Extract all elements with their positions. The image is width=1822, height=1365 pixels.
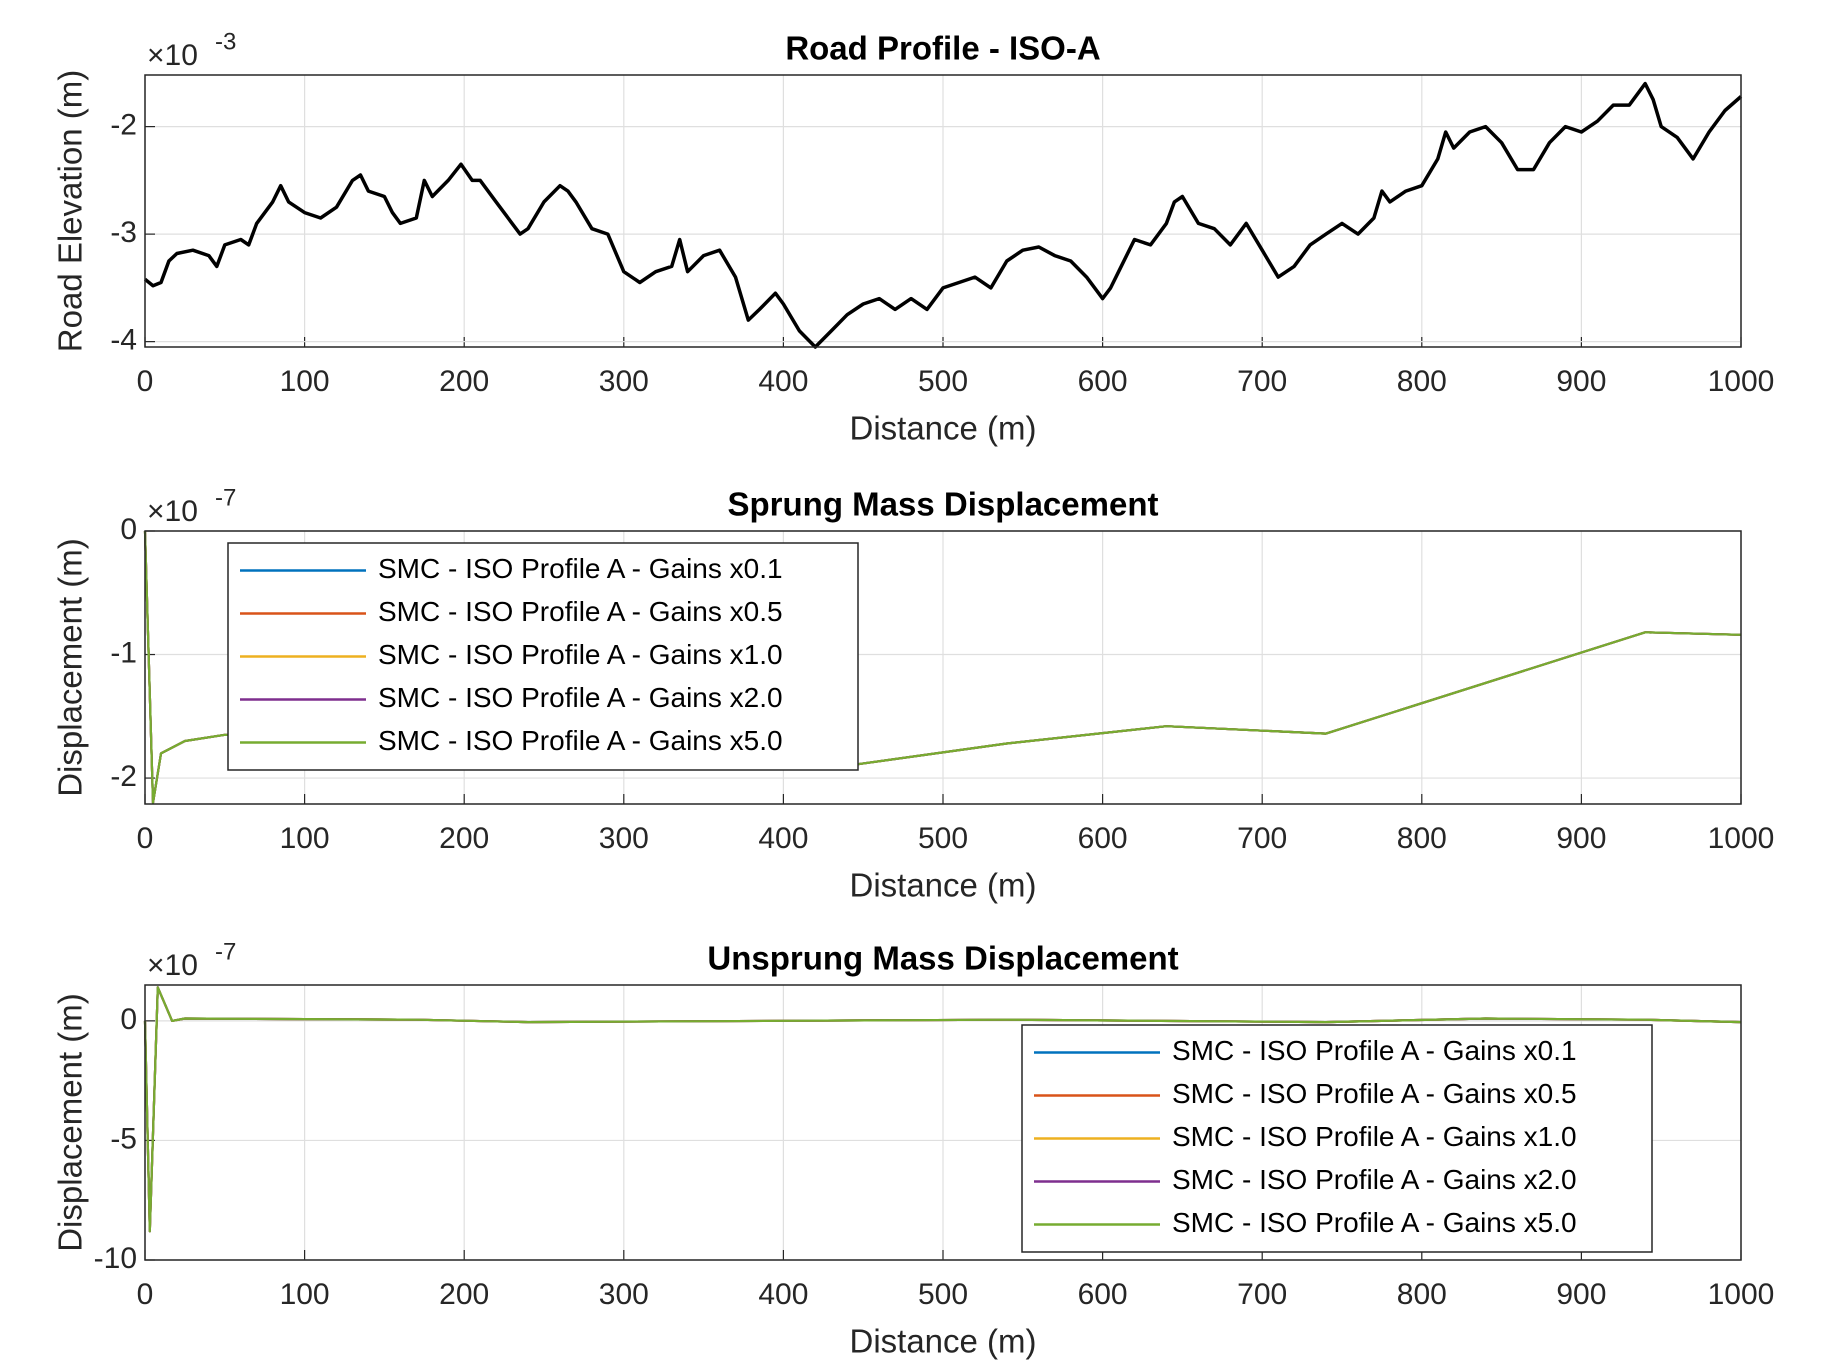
y-tick-label: -10 [94, 1242, 137, 1275]
y-tick-label: -4 [110, 324, 137, 357]
x-tick-label: 400 [758, 822, 808, 855]
x-tick-label: 800 [1397, 822, 1447, 855]
x-tick-label: 700 [1237, 1278, 1287, 1311]
x-tick-label: 800 [1397, 365, 1447, 398]
x-tick-label: 600 [1078, 822, 1128, 855]
axes-box [144, 530, 1742, 805]
legend-label: SMC - ISO Profile A - Gains x5.0 [1172, 1207, 1577, 1238]
y-tick-label: -1 [110, 636, 137, 669]
legend-label: SMC - ISO Profile A - Gains x1.0 [1172, 1121, 1577, 1152]
x-tick-label: 300 [599, 365, 649, 398]
x-tick-label: 0 [137, 365, 154, 398]
x-tick-label: 200 [439, 822, 489, 855]
x-tick-label: 700 [1237, 365, 1287, 398]
y-axis-label: Displacement (m) [52, 538, 89, 797]
x-tick-label: 0 [137, 822, 154, 855]
x-tick-label: 1000 [1708, 822, 1775, 855]
legend-label: SMC - ISO Profile A - Gains x0.1 [378, 553, 783, 584]
y-exponent: -7 [215, 938, 236, 965]
y-axis-label: Displacement (m) [52, 993, 89, 1252]
data-line [143, 81, 1743, 349]
x-tick-label: 600 [1078, 365, 1128, 398]
y-axis-label: Road Elevation (m) [52, 70, 89, 352]
axes-box [144, 984, 1742, 1261]
x-tick-label: 100 [280, 1278, 330, 1311]
legend-label: SMC - ISO Profile A - Gains x2.0 [1172, 1164, 1577, 1195]
axes-box [144, 74, 1742, 348]
x-tick-label: 400 [758, 1278, 808, 1311]
x-tick-label: 400 [758, 365, 808, 398]
x-tick-label: 300 [599, 1278, 649, 1311]
x-tick-label: 0 [137, 1278, 154, 1311]
legend-label: SMC - ISO Profile A - Gains x1.0 [378, 639, 783, 670]
data-line [143, 986, 1742, 1233]
y-multiplier: ×10 [147, 949, 198, 982]
x-tick-label: 900 [1556, 822, 1606, 855]
x-tick-label: 500 [918, 365, 968, 398]
chart-title: Sprung Mass Displacement [728, 486, 1159, 523]
x-tick-label: 800 [1397, 1278, 1447, 1311]
x-tick-label: 900 [1556, 1278, 1606, 1311]
x-tick-label: 100 [280, 822, 330, 855]
y-exponent: -3 [215, 28, 236, 55]
y-multiplier: ×10 [147, 39, 198, 72]
x-tick-label: 500 [918, 822, 968, 855]
chart-title: Unsprung Mass Displacement [707, 940, 1178, 977]
y-tick-label: 0 [120, 513, 137, 546]
x-tick-label: 900 [1556, 365, 1606, 398]
y-tick-label: -5 [110, 1122, 137, 1155]
x-tick-label: 600 [1078, 1278, 1128, 1311]
y-tick-label: -3 [110, 216, 137, 249]
chart-title: Road Profile - ISO-A [785, 30, 1100, 67]
y-tick-label: -2 [110, 760, 137, 793]
x-tick-label: 1000 [1708, 365, 1775, 398]
x-axis-label: Distance (m) [849, 410, 1036, 447]
x-tick-label: 100 [280, 365, 330, 398]
legend-label: SMC - ISO Profile A - Gains x2.0 [378, 682, 783, 713]
x-tick-label: 700 [1237, 822, 1287, 855]
legend-label: SMC - ISO Profile A - Gains x0.5 [1172, 1078, 1577, 1109]
x-tick-label: 200 [439, 1278, 489, 1311]
legend-label: SMC - ISO Profile A - Gains x0.5 [378, 596, 783, 627]
legend-label: SMC - ISO Profile A - Gains x5.0 [378, 725, 783, 756]
x-tick-label: 200 [439, 365, 489, 398]
y-tick-label: -2 [110, 109, 137, 142]
x-axis-label: Distance (m) [849, 867, 1036, 904]
x-tick-label: 1000 [1708, 1278, 1775, 1311]
legend-label: SMC - ISO Profile A - Gains x0.1 [1172, 1035, 1577, 1066]
y-exponent: -7 [215, 484, 236, 511]
x-tick-label: 300 [599, 822, 649, 855]
y-multiplier: ×10 [147, 495, 198, 528]
x-tick-label: 500 [918, 1278, 968, 1311]
y-tick-label: 0 [120, 1003, 137, 1036]
x-axis-label: Distance (m) [849, 1323, 1036, 1360]
